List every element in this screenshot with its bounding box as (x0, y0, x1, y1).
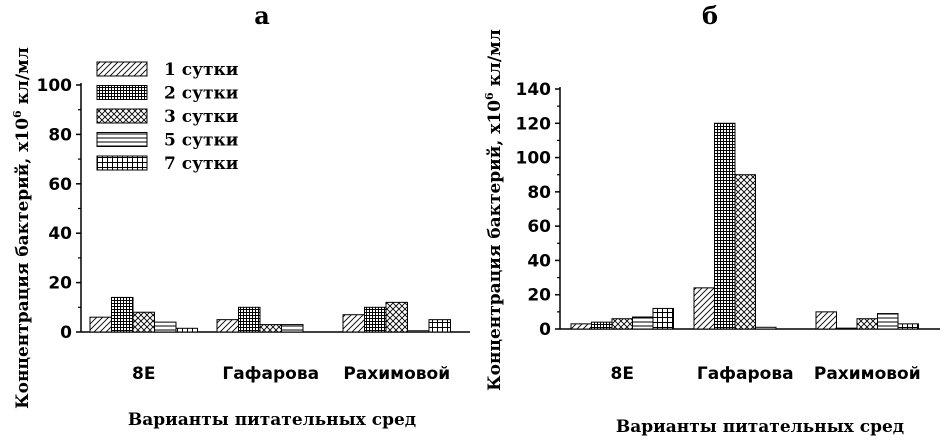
panel-label-a: а (254, 1, 270, 30)
bar (836, 327, 858, 330)
y-tick-label: 20 (527, 286, 551, 306)
bar (154, 321, 177, 333)
plot-area-a: 0 20 40 60 80 100 8Е Гафарова Рахимовой (37, 76, 470, 384)
bar (216, 319, 239, 333)
legend-swatch (96, 155, 148, 171)
legend-swatch (96, 132, 148, 147)
y-axis-title-b-sup: 6 (483, 92, 496, 100)
legend-swatch (96, 85, 148, 100)
y-tick-label: 40 (527, 251, 551, 271)
legend-label: 5 сутки (164, 131, 239, 151)
legend-swatch (96, 108, 148, 124)
bar (755, 326, 777, 330)
bar (132, 311, 155, 333)
bar (238, 306, 261, 333)
y-tick-label: 80 (527, 183, 551, 203)
bar (693, 287, 715, 330)
y-axis-title-a-main: Концентрация бактерий, х10 (13, 118, 33, 409)
bar (570, 323, 592, 330)
y-tick-label: 120 (516, 114, 552, 134)
bar (281, 324, 304, 333)
bar (632, 316, 654, 330)
bar (89, 316, 112, 333)
bar (111, 296, 134, 333)
y-axis-title-a: Концентрация бактерий, х106 кл/мл (11, 47, 33, 409)
legend-label: 7 сутки (164, 154, 239, 174)
y-tick-label: 60 (527, 217, 551, 237)
y-tick-label: 100 (516, 149, 552, 169)
y-tick-label: 20 (48, 274, 72, 294)
bar (815, 311, 837, 330)
bar (734, 174, 756, 330)
bar (428, 319, 451, 333)
y-axis-title-b-main: Концентрация бактерий, х10 (485, 100, 505, 391)
y-axis-title-a-unit: кл/мл (13, 47, 33, 110)
y-tick-label: 100 (37, 76, 73, 96)
y-tick-label: 0 (539, 320, 551, 340)
bar (611, 318, 633, 330)
bar (652, 307, 674, 330)
legend-label: 2 сутки (164, 84, 239, 104)
y-tick-label: 60 (48, 175, 72, 195)
legend-label: 1 сутки (164, 60, 239, 80)
x-tick-label: Рахимовой (814, 364, 921, 384)
y-axis-title-b-unit: кл/мл (485, 29, 505, 92)
bar (877, 313, 899, 330)
plot-area-b: 0 20 40 60 80 100 120 140 8Е Гафарова Рахимовой (516, 80, 940, 384)
legend-swatch (96, 61, 148, 77)
panel-label-b: б (702, 1, 718, 30)
x-tick-label: Рахимовой (343, 364, 450, 384)
bar (407, 330, 430, 333)
x-tick-label: 8Е (132, 364, 155, 384)
bar (714, 122, 736, 330)
bar (591, 321, 613, 330)
bar (856, 318, 878, 330)
bar (364, 306, 387, 333)
bar (342, 314, 365, 333)
y-tick-label: 140 (516, 80, 552, 100)
bar (385, 301, 408, 333)
legend-label: 3 сутки (164, 107, 239, 127)
legend: 1 сутки 2 сутки 3 сутки 5 сутки 7 сутки (96, 60, 239, 174)
x-tick-label: 8Е (611, 364, 634, 384)
y-tick-label: 80 (48, 125, 72, 145)
bar (259, 324, 282, 333)
x-tick-label: Гафарова (222, 364, 319, 384)
y-axis-title-a-sup: 6 (11, 110, 24, 118)
x-axis-title-b: Варианты питательных сред (616, 417, 904, 437)
x-tick-label: Гафарова (697, 364, 794, 384)
bar (897, 323, 919, 330)
x-axis-title-a: Варианты питательных сред (128, 410, 416, 430)
bar (175, 327, 198, 333)
y-tick-label: 40 (48, 224, 72, 244)
y-tick-label: 0 (60, 323, 72, 343)
y-axis-title-b: Концентрация бактерий, х106 кл/мл (483, 29, 505, 391)
